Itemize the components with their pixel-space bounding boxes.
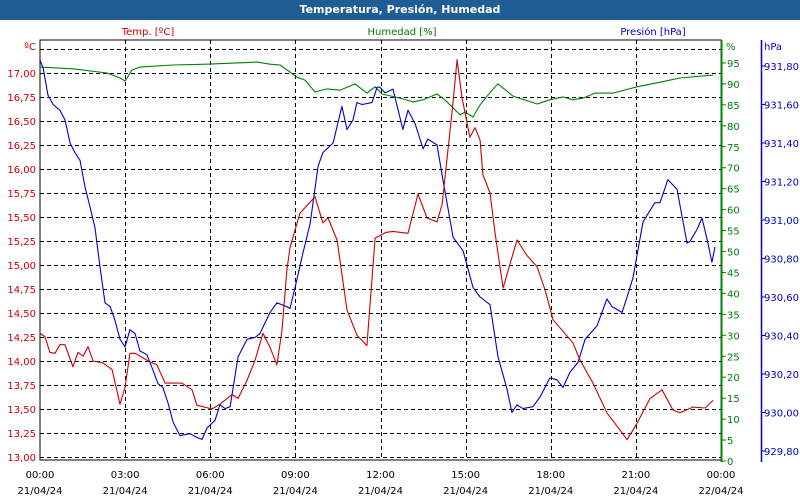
temp-tick-label: 15,75 <box>7 189 36 200</box>
humidity-tick-label: 95 <box>727 59 740 70</box>
temp-tick-label: 13,50 <box>7 405 36 416</box>
temp-tick-label: 16,25 <box>7 141 36 152</box>
humidity-line <box>39 61 714 118</box>
temp-tick-label: 15,25 <box>7 237 36 248</box>
pressure-tick-label: 930,00 <box>764 409 799 420</box>
humidity-tick-label: 60 <box>727 206 740 217</box>
humidity-tick-label: 65 <box>727 185 740 196</box>
temp-tick-label: 14,75 <box>7 285 36 296</box>
x-tick-date: 21/04/24 <box>358 486 403 497</box>
temp-tick-label: 13,00 <box>7 453 36 464</box>
humidity-tick-label: 0 <box>727 457 733 468</box>
humidity-tick-label: 50 <box>727 248 740 259</box>
x-tick-date: 21/04/24 <box>443 486 488 497</box>
pressure-tick-label: 931,40 <box>764 139 799 150</box>
humidity-tick-label: 85 <box>727 101 740 112</box>
pressure-tick-label: 930,20 <box>764 370 799 381</box>
humidity-tick-label: 55 <box>727 227 740 238</box>
x-tick-date: 21/04/24 <box>273 486 318 497</box>
humidity-tick-label: 80 <box>727 122 740 133</box>
temp-tick-label: 16,00 <box>7 165 36 176</box>
humidity-tick-label: 35 <box>727 310 740 321</box>
humidity-unit-label: % <box>726 42 736 53</box>
temp-tick-label: 14,50 <box>7 309 36 320</box>
chart: 00:00 21/04/24 03:00 21/04/24 06:00 21/04/24 0… <box>7 26 799 497</box>
x-tick-time: 03:00 <box>111 470 140 481</box>
x-tick-date: 21/04/24 <box>103 486 148 497</box>
temp-tick-label: 15,00 <box>7 261 36 272</box>
x-tick-time: 06:00 <box>196 470 225 481</box>
temp-tick-label: 16,50 <box>7 117 36 128</box>
humidity-tick-label: 5 <box>727 436 733 447</box>
x-tick-time: 00:00 <box>707 470 736 481</box>
temp-tick-label: 17,00 <box>7 69 36 80</box>
pressure-tick-label: 930,60 <box>764 293 799 304</box>
x-tick-time: 18:00 <box>536 470 565 481</box>
humidity-tick-label: 10 <box>727 415 740 426</box>
legend-temp: Temp. [ºC] <box>121 27 175 38</box>
x-tick-time: 09:00 <box>281 470 310 481</box>
x-tick-date: 21/04/24 <box>613 486 658 497</box>
pressure-unit-label: hPa <box>764 42 782 53</box>
pressure-tick-label: 930,80 <box>764 255 799 266</box>
temp-tick-label: 13,25 <box>7 429 36 440</box>
humidity-tick-label: 40 <box>727 289 740 300</box>
x-tick-date: 21/04/24 <box>188 486 233 497</box>
temp-tick-label: 14,25 <box>7 333 36 344</box>
pressure-tick-label: 931,60 <box>764 101 799 112</box>
humidity-tick-label: 30 <box>727 331 740 342</box>
humidity-tick-label: 20 <box>727 373 740 384</box>
temp-tick-label: 15,50 <box>7 213 36 224</box>
temp-tick-label: 13,75 <box>7 381 36 392</box>
pressure-tick-label: 931,20 <box>764 178 799 189</box>
humidity-tick-label: 90 <box>727 80 740 91</box>
x-tick-time: 15:00 <box>451 470 480 481</box>
temp-tick-label: 16,75 <box>7 93 36 104</box>
x-tick-date: 22/04/24 <box>699 486 744 497</box>
x-tick-time: 00:00 <box>26 470 55 481</box>
pressure-tick-label: 929,80 <box>764 447 799 458</box>
chart-title: Temperatura, Presión, Humedad <box>0 0 800 20</box>
pressure-tick-label: 931,80 <box>764 62 799 73</box>
axis-labels: 00:00 21/04/24 03:00 21/04/24 06:00 21/04/24 0… <box>7 59 799 497</box>
pressure-tick-label: 931,00 <box>764 216 799 227</box>
x-tick-time: 21:00 <box>621 470 650 481</box>
humidity-tick-label: 45 <box>727 268 740 279</box>
humidity-tick-label: 75 <box>727 143 740 154</box>
x-tick-date: 21/04/24 <box>18 486 63 497</box>
humidity-tick-label: 15 <box>727 394 740 405</box>
x-tick-time: 12:00 <box>366 470 395 481</box>
humidity-tick-label: 25 <box>727 352 740 363</box>
temperature-line <box>39 59 714 441</box>
series-lines <box>39 59 716 441</box>
humidity-tick-label: 70 <box>727 164 740 175</box>
pressure-tick-label: 930,40 <box>764 332 799 343</box>
x-tick-date: 21/04/24 <box>528 486 573 497</box>
legend-humidity: Humedad [%] <box>367 27 436 38</box>
pressure-line <box>39 59 716 440</box>
legend-pressure: Presión [hPa] <box>620 26 685 38</box>
temp-unit-label: ºC <box>24 42 36 53</box>
plot-area-border <box>39 39 722 461</box>
temp-tick-label: 14,00 <box>7 357 36 368</box>
grid <box>40 40 721 460</box>
